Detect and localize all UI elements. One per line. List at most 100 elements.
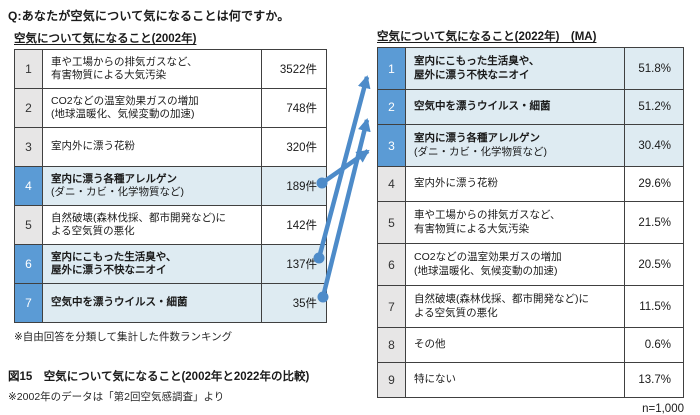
item-label: 室内にこもった生活臭や、	[51, 250, 177, 263]
item-cell: 室内外に漂う花粉	[406, 167, 624, 201]
item-cell: 室内にこもった生活臭や、 屋外に漂う不快なニオイ	[43, 245, 261, 283]
rank-cell: 7	[15, 284, 43, 322]
value-cell: 189件	[261, 167, 326, 205]
value-cell: 142件	[261, 206, 326, 244]
question-text: Q:あなたが空気について気になることは何ですか。	[8, 9, 290, 23]
value-cell: 320件	[261, 128, 326, 166]
rank-cell: 6	[378, 244, 406, 285]
table-2002-note: ※自由回答を分類して集計した件数ランキング	[14, 331, 233, 343]
value-cell: 35件	[261, 284, 326, 322]
item-cell: CO2などの温室効果ガスの増加 (地球温暖化、気候変動の加速)	[406, 244, 624, 285]
item-cell: 自然破壊(森林伐採、都市開発など)に よる空気質の悪化	[43, 206, 261, 244]
item-label: 有害物質による大気汚染	[414, 222, 530, 235]
sample-size-label: n=1,000	[642, 403, 684, 415]
item-cell: 車や工場からの排気ガスなど、 有害物質による大気汚染	[406, 202, 624, 243]
rank-cell: 2	[378, 90, 406, 124]
item-label: 屋外に漂う不快なニオイ	[414, 68, 530, 81]
figure-caption: 図15 空気について気になること(2002年と2022年の比較) ※2002年の…	[8, 368, 309, 404]
rank-cell: 5	[15, 206, 43, 244]
table-row: 2 空気中を漂うウイルス・細菌 51.2%	[378, 90, 683, 125]
table-2022: 空気について気になること(2022年) (MA) 1 室内にこもった生活臭や、 屋外…	[377, 28, 684, 415]
item-cell: 自然破壊(森林伐採、都市開発など)に よる空気質の悪化	[406, 286, 624, 327]
table-row: 1 室内にこもった生活臭や、 屋外に漂う不快なニオイ 51.8%	[378, 48, 683, 90]
item-label: 室内外に漂う花粉	[51, 140, 135, 153]
value-cell: 51.8%	[624, 48, 683, 89]
rank-cell: 9	[378, 363, 406, 397]
item-label: 室内に漂う各種アレルゲン	[51, 172, 177, 185]
item-cell: 室内に漂う各種アレルゲン (ダニ・カビ・化学物質など)	[406, 125, 624, 166]
item-label: 室内にこもった生活臭や、	[414, 55, 540, 67]
item-label: (地球温暖化、気候変動の加速)	[414, 264, 558, 277]
item-label: よる空気質の悪化	[414, 306, 498, 319]
item-label: 車や工場からの排気ガスなど、	[51, 55, 198, 68]
value-cell: 13.7%	[624, 363, 683, 397]
item-cell: 空気中を漂うウイルス・細菌	[406, 90, 624, 124]
item-cell: 室内外に漂う花粉	[43, 128, 261, 166]
table-row: 7 自然破壊(森林伐採、都市開発など)に よる空気質の悪化 11.5%	[378, 286, 683, 328]
table-2022-grid: 1 室内にこもった生活臭や、 屋外に漂う不快なニオイ 51.8% 2 空気中を漂うウイルス…	[377, 47, 684, 398]
table-row: 6 CO2などの温室効果ガスの増加 (地球温暖化、気候変動の加速) 20.5%	[378, 244, 683, 286]
rank-cell: 1	[378, 48, 406, 89]
rank-cell: 4	[15, 167, 43, 205]
item-label: 空気中を漂うウイルス・細菌	[51, 296, 188, 309]
item-label: CO2などの温室効果ガスの増加	[414, 251, 562, 263]
item-label: 空気中を漂うウイルス・細菌	[414, 100, 551, 113]
value-cell: 0.6%	[624, 328, 683, 362]
table-2002-grid: 1 車や工場からの排気ガスなど、 有害物質による大気汚染 3522件 2 CO2などの温室…	[14, 49, 327, 323]
table-row: 3 室内外に漂う花粉 320件	[15, 128, 326, 167]
table-row: 4 室内に漂う各種アレルゲン (ダニ・カビ・化学物質など) 189件	[15, 167, 326, 206]
table-2002-title: 空気について気になること(2002年)	[14, 33, 197, 45]
item-cell: 車や工場からの排気ガスなど、 有害物質による大気汚染	[43, 50, 261, 88]
item-label: 特にない	[414, 373, 456, 386]
item-label: 車や工場からの排気ガスなど、	[414, 209, 561, 221]
rank-cell: 5	[378, 202, 406, 243]
rank-cell: 3	[15, 128, 43, 166]
rank-cell: 8	[378, 328, 406, 362]
item-label: 室内外に漂う花粉	[414, 177, 498, 190]
item-cell: CO2などの温室効果ガスの増加 (地球温暖化、気候変動の加速)	[43, 89, 261, 127]
item-label: よる空気質の悪化	[51, 225, 135, 237]
item-label: 自然破壊(森林伐採、都市開発など)に	[51, 211, 226, 224]
rank-cell: 2	[15, 89, 43, 127]
item-label: 自然破壊(森林伐採、都市開発など)に	[414, 293, 589, 305]
table-row: 4 室内外に漂う花粉 29.6%	[378, 167, 683, 202]
table-2002: 空気について気になること(2002年) 1 車や工場からの排気ガスなど、 有害物質に…	[14, 30, 327, 344]
table-2022-title: 空気について気になること(2022年) (MA)	[377, 31, 597, 43]
rank-cell: 1	[15, 50, 43, 88]
table-row: 1 車や工場からの排気ガスなど、 有害物質による大気汚染 3522件	[15, 50, 326, 89]
table-row: 3 室内に漂う各種アレルゲン (ダニ・カビ・化学物質など) 30.4%	[378, 125, 683, 167]
item-cell: 室内に漂う各種アレルゲン (ダニ・カビ・化学物質など)	[43, 167, 261, 205]
rank-cell: 6	[15, 245, 43, 283]
item-cell: 空気中を漂うウイルス・細菌	[43, 284, 261, 322]
table-row: 9 特にない 13.7%	[378, 363, 683, 397]
value-cell: 51.2%	[624, 90, 683, 124]
item-label: (ダニ・カビ・化学物質など)	[51, 186, 184, 198]
item-cell: 室内にこもった生活臭や、 屋外に漂う不快なニオイ	[406, 48, 624, 89]
rank-cell: 7	[378, 286, 406, 327]
table-row: 6 室内にこもった生活臭や、 屋外に漂う不快なニオイ 137件	[15, 245, 326, 284]
item-label: その他	[414, 338, 446, 351]
value-cell: 21.5%	[624, 202, 683, 243]
table-row: 5 車や工場からの排気ガスなど、 有害物質による大気汚染 21.5%	[378, 202, 683, 244]
item-label: 屋外に漂う不快なニオイ	[51, 264, 167, 276]
table-row: 7 空気中を漂うウイルス・細菌 35件	[15, 284, 326, 322]
value-cell: 29.6%	[624, 167, 683, 201]
item-label: (地球温暖化、気候変動の加速)	[51, 108, 195, 120]
figure-caption-title: 図15 空気について気になること(2002年と2022年の比較)	[8, 371, 310, 383]
rank-cell: 3	[378, 125, 406, 166]
item-cell: その他	[406, 328, 624, 362]
table-row: 8 その他 0.6%	[378, 328, 683, 363]
figure-caption-note: ※2002年のデータは「第2回空気感調査」より	[8, 391, 225, 403]
value-cell: 20.5%	[624, 244, 683, 285]
table-row: 2 CO2などの温室効果ガスの増加 (地球温暖化、気候変動の加速) 748件	[15, 89, 326, 128]
table-row: 5 自然破壊(森林伐採、都市開発など)に よる空気質の悪化 142件	[15, 206, 326, 245]
item-label: CO2などの温室効果ガスの増加	[51, 94, 199, 107]
item-label: (ダニ・カビ・化学物質など)	[414, 145, 547, 158]
value-cell: 748件	[261, 89, 326, 127]
item-cell: 特にない	[406, 363, 624, 397]
item-label: 有害物質による大気汚染	[51, 69, 167, 81]
value-cell: 3522件	[261, 50, 326, 88]
item-label: 室内に漂う各種アレルゲン	[414, 132, 540, 144]
value-cell: 11.5%	[624, 286, 683, 327]
rank-cell: 4	[378, 167, 406, 201]
